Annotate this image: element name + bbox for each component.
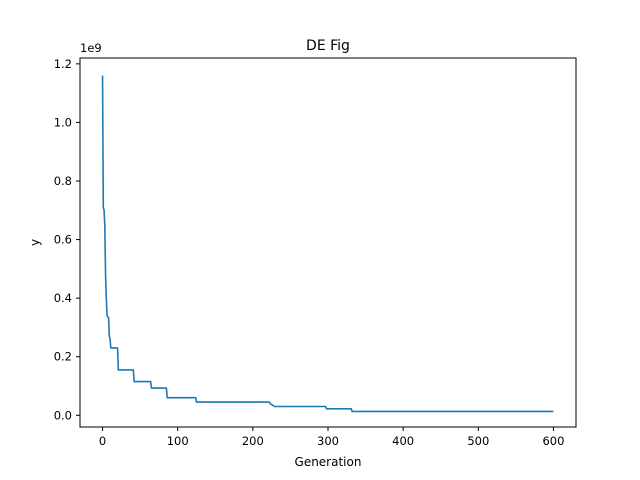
y-tick-label: 1.2 [54, 57, 72, 71]
series-line-0 [101, 75, 554, 413]
x-tick-label: 600 [542, 434, 564, 448]
y-tick-label: 0.8 [54, 174, 72, 188]
x-tick-label: 300 [317, 434, 339, 448]
x-tick-label: 0 [99, 434, 106, 448]
y-tick-label: 0.4 [54, 291, 72, 305]
y-axis: 0.0 0.2 0.4 0.6 0.8 1.0 1.2 [54, 57, 80, 422]
y-axis-label: y [28, 239, 42, 246]
y-tick-label: 0.6 [54, 233, 72, 247]
x-axis: 0 100 200 300 400 500 600 [99, 427, 564, 448]
x-tick-label: 400 [392, 434, 414, 448]
plot-area [101, 75, 554, 413]
y-axis-scale-label: 1e9 [80, 41, 102, 55]
x-tick-label: 200 [242, 434, 264, 448]
y-tick-label: 0.2 [54, 350, 72, 364]
x-axis-label: Generation [295, 455, 362, 469]
x-tick-label: 100 [167, 434, 189, 448]
chart-title: DE Fig [306, 38, 350, 54]
y-tick-label: 1.0 [54, 115, 72, 129]
x-tick-label: 500 [467, 434, 489, 448]
y-tick-label: 0.0 [54, 408, 72, 422]
